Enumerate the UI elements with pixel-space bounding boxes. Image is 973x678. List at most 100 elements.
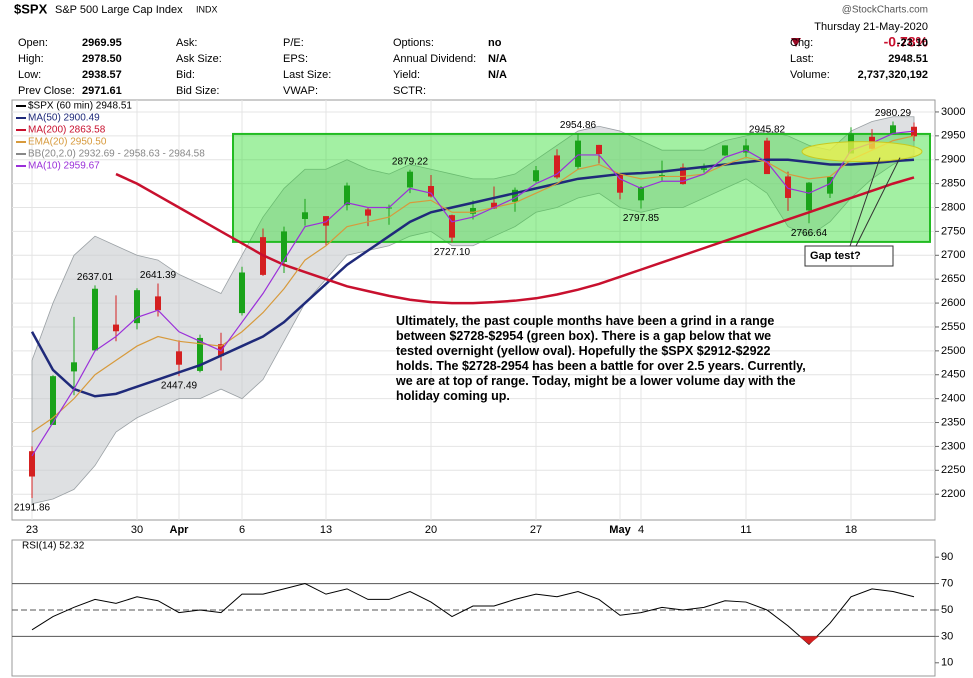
candle-body xyxy=(596,144,602,154)
y-tick-label: 2500 xyxy=(941,345,965,357)
price-annotation: 2980.29 xyxy=(875,108,912,119)
ma-line xyxy=(31,130,915,457)
price-annotation: 2766.64 xyxy=(791,228,828,239)
field-value: 2938.57 xyxy=(82,69,122,81)
candle-body xyxy=(575,140,581,167)
candle-body xyxy=(554,155,560,178)
ma-line xyxy=(30,158,915,398)
field-label: SCTR: xyxy=(393,85,426,97)
gap-arrow xyxy=(855,157,901,247)
field-value: N/A xyxy=(488,53,507,65)
index-name: S&P 500 Large Cap Index xyxy=(55,4,183,16)
y-tick-label: 2650 xyxy=(941,273,965,285)
candle-body xyxy=(638,186,644,201)
x-tick-label: May xyxy=(609,524,631,536)
field-label: VWAP: xyxy=(283,85,318,97)
field-value: N/A xyxy=(488,69,507,81)
y-tick-label: 2550 xyxy=(941,321,965,333)
rsi-title: RSI(14) 52.32 xyxy=(22,541,85,552)
candle-body xyxy=(344,185,350,206)
y-tick-label: 2700 xyxy=(941,249,965,261)
field-label: EPS: xyxy=(283,53,308,65)
legend-entry: MA(200) 2863.58 xyxy=(28,125,106,136)
y-tick-label: 30 xyxy=(941,630,953,642)
candle-body xyxy=(806,182,812,211)
y-tick-label: 10 xyxy=(941,657,953,669)
candle-body xyxy=(827,176,833,194)
field-value: 2969.95 xyxy=(82,37,122,49)
legend-entry: $SPX (60 min) 2948.51 xyxy=(28,101,132,112)
candle-body xyxy=(29,451,35,477)
candle-body xyxy=(134,290,140,324)
price-annotation: 2797.85 xyxy=(623,213,660,224)
gap-arrow xyxy=(849,157,881,247)
field-value: -23.10 xyxy=(897,37,928,49)
candle-body xyxy=(701,168,707,170)
field-label: Bid: xyxy=(176,69,195,81)
gap-label: Gap test? xyxy=(810,250,861,262)
y-tick-label: 2200 xyxy=(941,488,965,500)
y-tick-label: 50 xyxy=(941,604,953,616)
candle-body xyxy=(197,337,203,371)
field-value: 2971.61 xyxy=(82,85,122,97)
y-tick-label: 70 xyxy=(941,577,953,589)
field-value: 2978.50 xyxy=(82,53,122,65)
y-tick-label: 2450 xyxy=(941,369,965,381)
y-tick-label: 2250 xyxy=(941,464,965,476)
candle-body xyxy=(239,272,245,314)
source: @StockCharts.com xyxy=(842,5,928,16)
field-label: Prev Close: xyxy=(18,85,75,97)
field-label: Open: xyxy=(18,37,48,49)
y-tick-label: 2300 xyxy=(941,440,965,452)
field-label: P/E: xyxy=(283,37,304,49)
candle-body xyxy=(722,145,728,156)
price-annotation: 2447.49 xyxy=(161,381,198,392)
y-tick-label: 2950 xyxy=(941,130,965,142)
field-label: Volume: xyxy=(790,69,830,81)
legend-entry: MA(50) 2900.49 xyxy=(28,113,100,124)
candle-body xyxy=(113,324,119,332)
x-tick-label: 11 xyxy=(740,524,751,536)
x-tick-label: 23 xyxy=(26,524,38,536)
price-annotation: 2945.82 xyxy=(749,124,786,135)
field-value: 2,737,320,192 xyxy=(858,69,928,81)
field-label: High: xyxy=(18,53,44,65)
field-label: Ask Size: xyxy=(176,53,222,65)
field-label: Options: xyxy=(393,37,434,49)
price-annotation: 2954.86 xyxy=(560,120,597,131)
panel-frame xyxy=(11,539,936,677)
legend-entry: EMA(20) 2950.50 xyxy=(28,137,107,148)
y-tick-label: 2600 xyxy=(941,297,965,309)
date: Thursday 21-May-2020 xyxy=(814,21,928,33)
field-label: Yield: xyxy=(393,69,420,81)
rsi-line xyxy=(31,583,915,645)
price-annotation: 2879.22 xyxy=(392,156,429,167)
y-tick-label: 90 xyxy=(941,551,953,563)
field-label: Last: xyxy=(790,53,814,65)
gap-label-box xyxy=(804,245,894,267)
x-tick-label: 4 xyxy=(638,524,644,536)
legend-entry: BB(20,2.0) 2932.69 - 2958.63 - 2984.58 xyxy=(28,149,205,160)
candle-body xyxy=(449,215,455,238)
candle-body xyxy=(365,209,371,216)
candle-body xyxy=(470,207,476,214)
price-annotation: 2641.39 xyxy=(140,270,177,281)
panel-frame xyxy=(11,99,936,521)
candle-body xyxy=(176,351,182,365)
candle-body xyxy=(890,125,896,135)
candle-body xyxy=(323,216,329,226)
symbol: $SPX xyxy=(14,1,48,16)
x-tick-label: 30 xyxy=(131,524,143,536)
candle-body xyxy=(659,175,665,177)
candle-body xyxy=(92,288,98,351)
gap-oval xyxy=(801,141,923,163)
field-label: Annual Dividend: xyxy=(393,53,476,65)
candle-body xyxy=(617,174,623,193)
y-tick-label: 2350 xyxy=(941,416,965,428)
candle-body xyxy=(302,212,308,219)
candle-body xyxy=(533,170,539,182)
price-annotation: 2727.10 xyxy=(434,247,471,258)
field-value: no xyxy=(488,37,502,49)
